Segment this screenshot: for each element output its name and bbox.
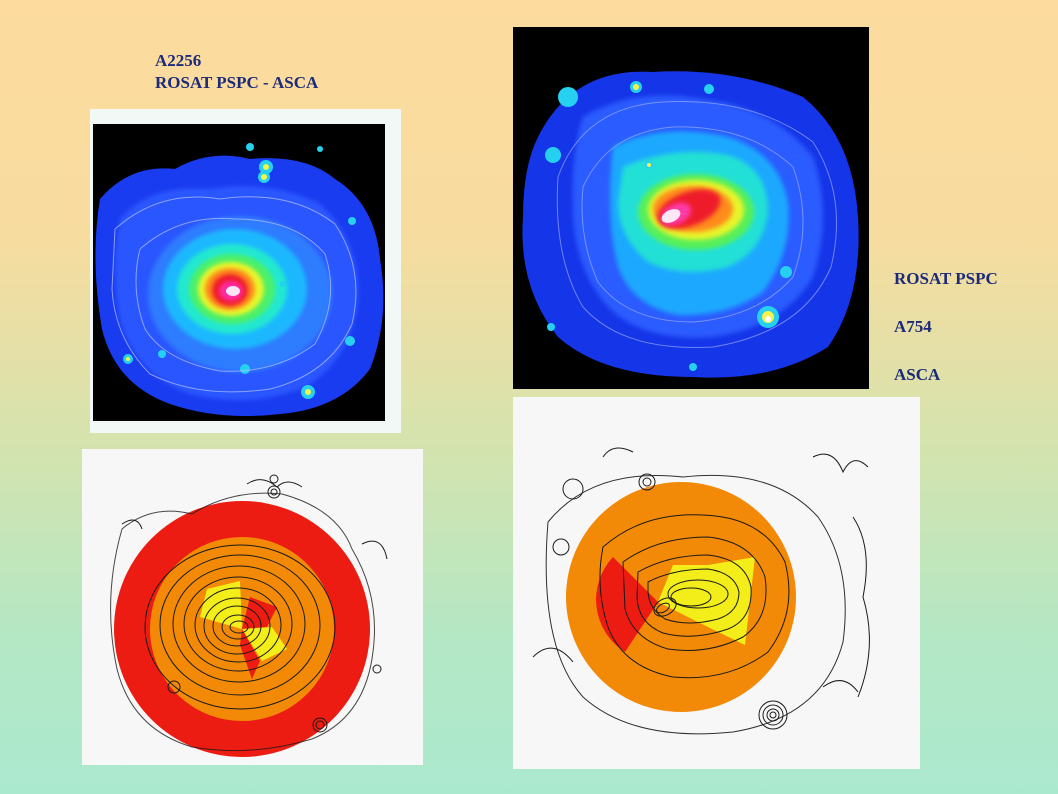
a754-asca-temperature-map <box>513 397 920 769</box>
a2256-xray-image <box>90 109 401 433</box>
a754-rosat-label: ROSAT PSPC <box>894 269 998 288</box>
a754-xray-image <box>513 27 869 389</box>
a2256-asca-temperature-map <box>82 449 423 765</box>
a2256-instrument-label: ROSAT PSPC - ASCA <box>155 73 319 92</box>
a2256-caption: A2256 ROSAT PSPC - ASCA <box>155 50 318 94</box>
a754-asca-label: ASCA <box>894 365 941 384</box>
a2256-cluster-name: A2256 <box>155 51 202 70</box>
a754-cluster-name: A754 <box>894 317 932 336</box>
a754-caption: ROSAT PSPC A754 ASCA <box>894 268 998 386</box>
